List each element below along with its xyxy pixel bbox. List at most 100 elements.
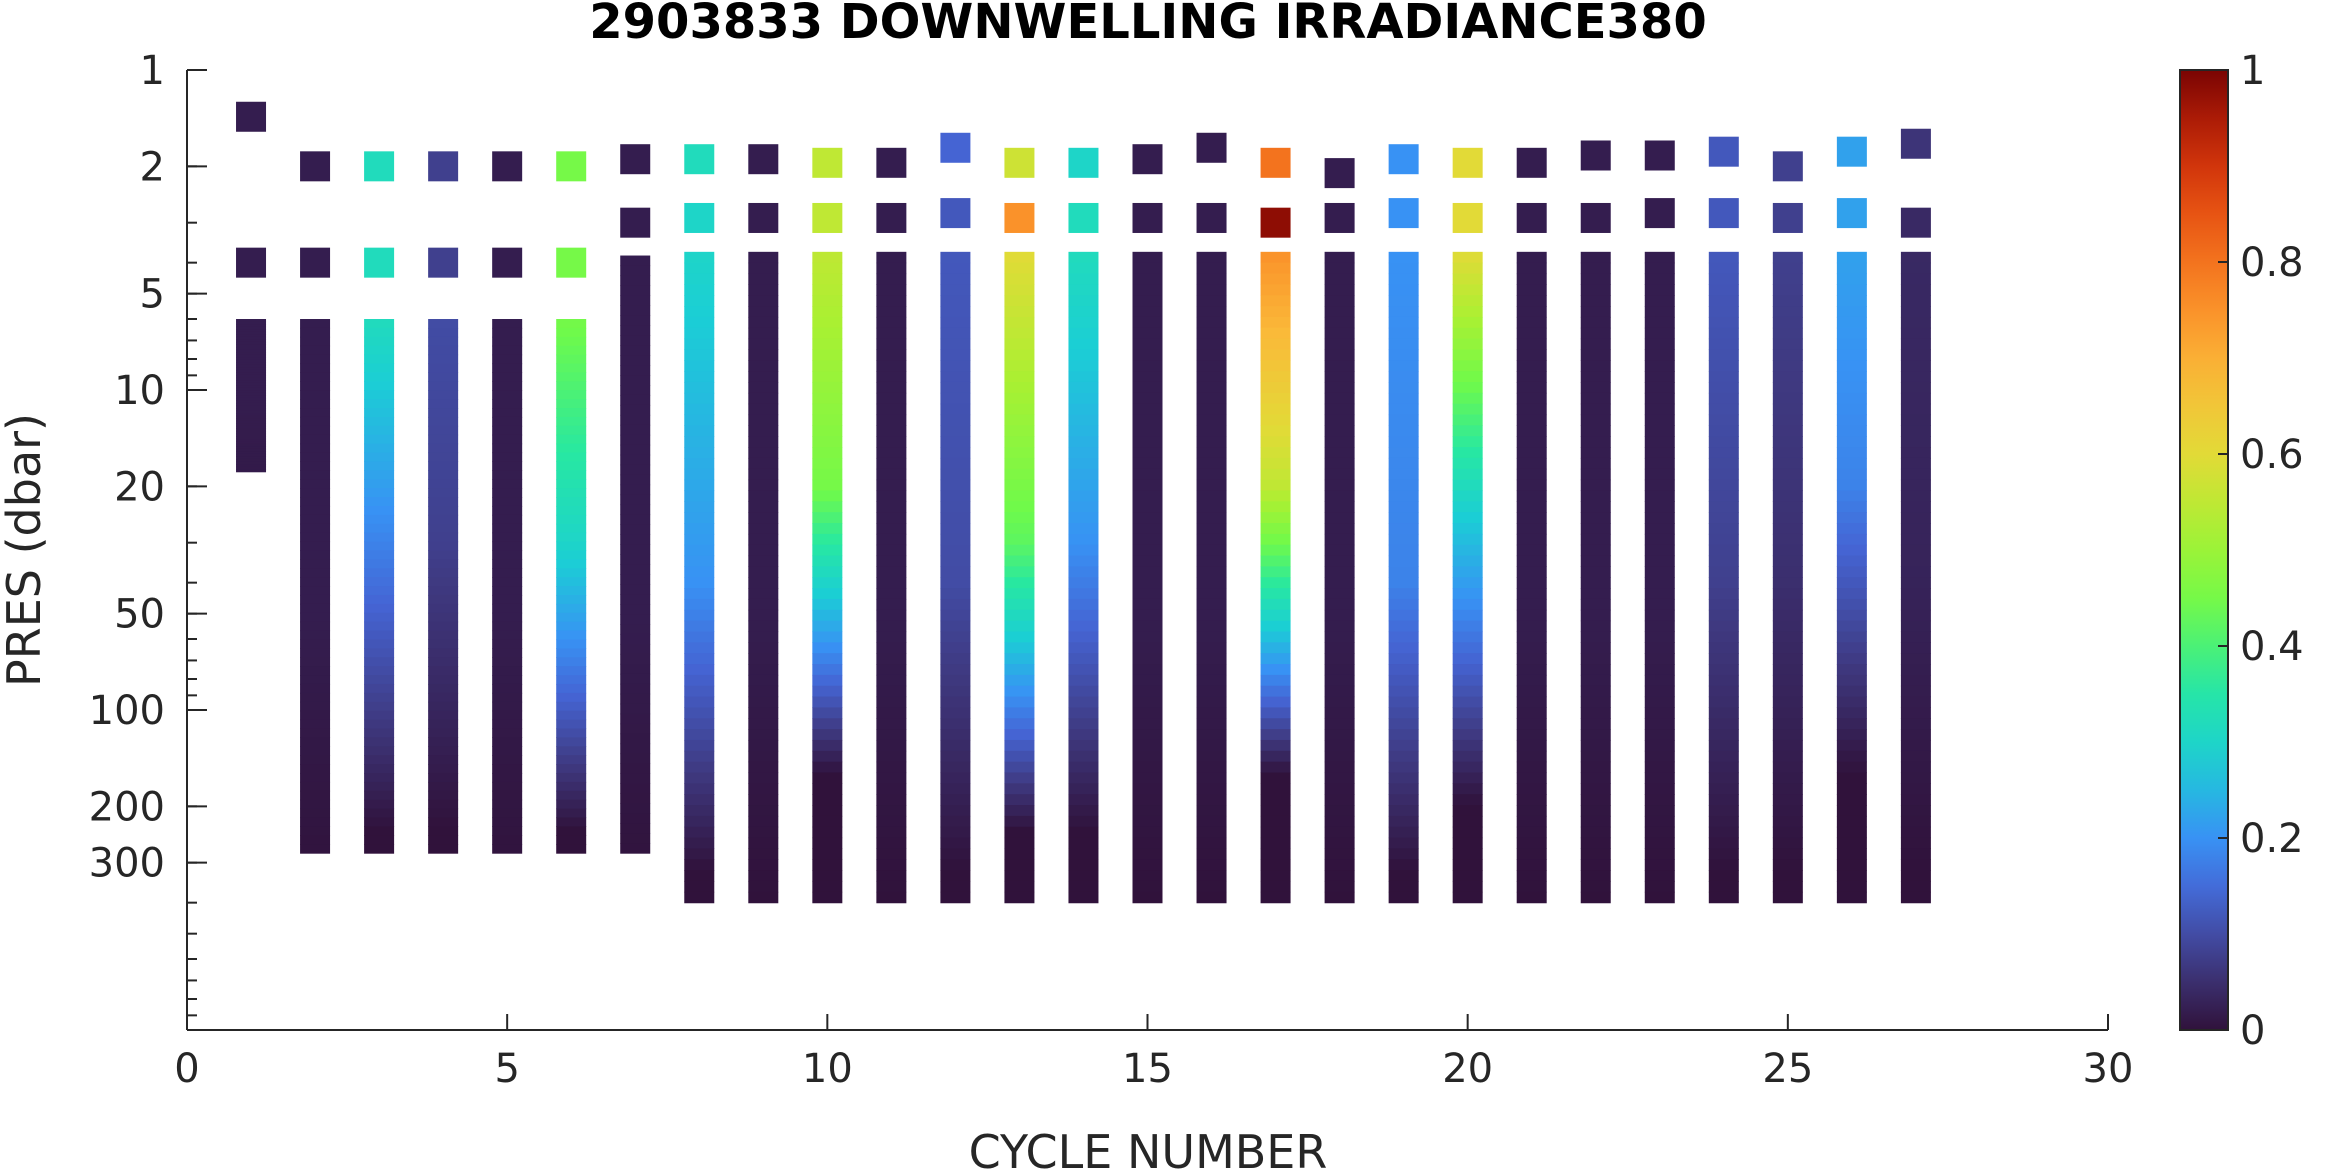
data-cell bbox=[492, 728, 523, 738]
data-cell bbox=[620, 295, 651, 306]
data-cell bbox=[620, 574, 651, 585]
data-cell bbox=[1708, 136, 1739, 167]
data-cell bbox=[1644, 523, 1675, 535]
data-cell bbox=[1196, 674, 1227, 687]
data-cell bbox=[1004, 371, 1035, 383]
data-cell bbox=[1580, 479, 1611, 492]
data-cell bbox=[620, 604, 651, 615]
profile-cycle-7 bbox=[620, 144, 651, 854]
data-cell bbox=[1772, 826, 1803, 839]
data-cell bbox=[300, 835, 331, 845]
data-cell bbox=[876, 273, 907, 285]
data-cell bbox=[1644, 284, 1675, 296]
data-cell bbox=[364, 603, 395, 614]
data-cell bbox=[1772, 262, 1803, 275]
data-cell bbox=[1708, 642, 1739, 654]
data-cell bbox=[1260, 360, 1291, 372]
data-cell bbox=[1068, 631, 1099, 643]
data-cell bbox=[1772, 837, 1803, 850]
data-cell bbox=[1388, 198, 1419, 229]
data-cell bbox=[428, 336, 459, 347]
data-cell bbox=[1260, 696, 1291, 709]
data-cell bbox=[1388, 707, 1419, 719]
data-cell bbox=[1388, 523, 1419, 535]
data-cell bbox=[1772, 696, 1803, 709]
data-cell bbox=[1772, 284, 1803, 296]
data-cell bbox=[940, 316, 971, 329]
data-cell bbox=[812, 805, 843, 817]
data-cell bbox=[1516, 251, 1547, 264]
data-cell bbox=[556, 408, 587, 418]
data-cell bbox=[748, 284, 779, 296]
data-cell bbox=[1004, 642, 1035, 654]
data-cell bbox=[1644, 295, 1675, 307]
data-cell bbox=[1708, 544, 1739, 557]
data-cell bbox=[684, 316, 715, 329]
data-cell bbox=[364, 586, 395, 596]
data-cell bbox=[1900, 870, 1931, 882]
data-cell bbox=[1772, 859, 1803, 871]
data-cell bbox=[300, 434, 331, 445]
data-cell bbox=[812, 598, 843, 611]
data-cell bbox=[1900, 631, 1931, 643]
data-cell bbox=[684, 273, 715, 285]
data-cell bbox=[1324, 533, 1355, 546]
data-cell bbox=[236, 464, 267, 468]
data-cell bbox=[876, 425, 907, 437]
data-cell bbox=[1900, 327, 1931, 340]
data-cell bbox=[1004, 609, 1035, 622]
data-cell bbox=[556, 577, 587, 587]
data-cell bbox=[236, 438, 267, 442]
data-cell bbox=[428, 452, 459, 463]
data-cell bbox=[428, 319, 459, 329]
data-cell bbox=[300, 710, 331, 721]
data-cell bbox=[940, 555, 971, 567]
data-cell bbox=[1580, 588, 1611, 600]
profile-cycle-4 bbox=[428, 151, 459, 854]
data-cell bbox=[1132, 837, 1163, 850]
data-cell bbox=[1836, 729, 1867, 741]
data-cell bbox=[1324, 577, 1355, 589]
data-cell bbox=[620, 763, 651, 775]
data-cell bbox=[236, 428, 267, 432]
data-cell bbox=[1388, 306, 1419, 318]
data-cell bbox=[1132, 598, 1163, 611]
data-cell bbox=[620, 534, 651, 545]
data-cell bbox=[556, 399, 587, 409]
data-cell bbox=[748, 338, 779, 351]
data-cell bbox=[428, 835, 459, 845]
y-tick-label: 300 bbox=[89, 841, 165, 887]
data-cell bbox=[492, 381, 523, 391]
data-cell bbox=[1068, 501, 1099, 513]
data-cell bbox=[1644, 685, 1675, 698]
data-cell bbox=[620, 265, 651, 277]
data-cell bbox=[684, 533, 715, 546]
data-cell bbox=[364, 692, 395, 703]
data-cell bbox=[620, 554, 651, 565]
data-cell bbox=[876, 533, 907, 546]
data-cell bbox=[1580, 140, 1611, 171]
data-cell bbox=[1324, 642, 1355, 654]
data-cell bbox=[236, 461, 267, 465]
data-cell bbox=[1260, 837, 1291, 850]
data-cell bbox=[1836, 707, 1867, 719]
data-cell bbox=[428, 363, 459, 374]
data-cell bbox=[1580, 642, 1611, 654]
data-cell bbox=[1260, 664, 1291, 676]
data-cell bbox=[1708, 653, 1739, 665]
data-cell bbox=[940, 262, 971, 275]
data-cell bbox=[1324, 544, 1355, 557]
data-cell bbox=[1068, 338, 1099, 351]
data-cell bbox=[1196, 664, 1227, 676]
data-cell bbox=[1196, 815, 1227, 828]
data-cell bbox=[1004, 707, 1035, 719]
data-cell bbox=[1644, 544, 1675, 557]
data-cell bbox=[364, 737, 395, 747]
data-cell bbox=[748, 360, 779, 372]
data-cell bbox=[1196, 620, 1227, 633]
data-cell bbox=[940, 826, 971, 839]
data-cell bbox=[1900, 848, 1931, 860]
data-cell bbox=[1708, 555, 1739, 567]
data-cell bbox=[556, 639, 587, 649]
data-cell bbox=[1772, 761, 1803, 774]
